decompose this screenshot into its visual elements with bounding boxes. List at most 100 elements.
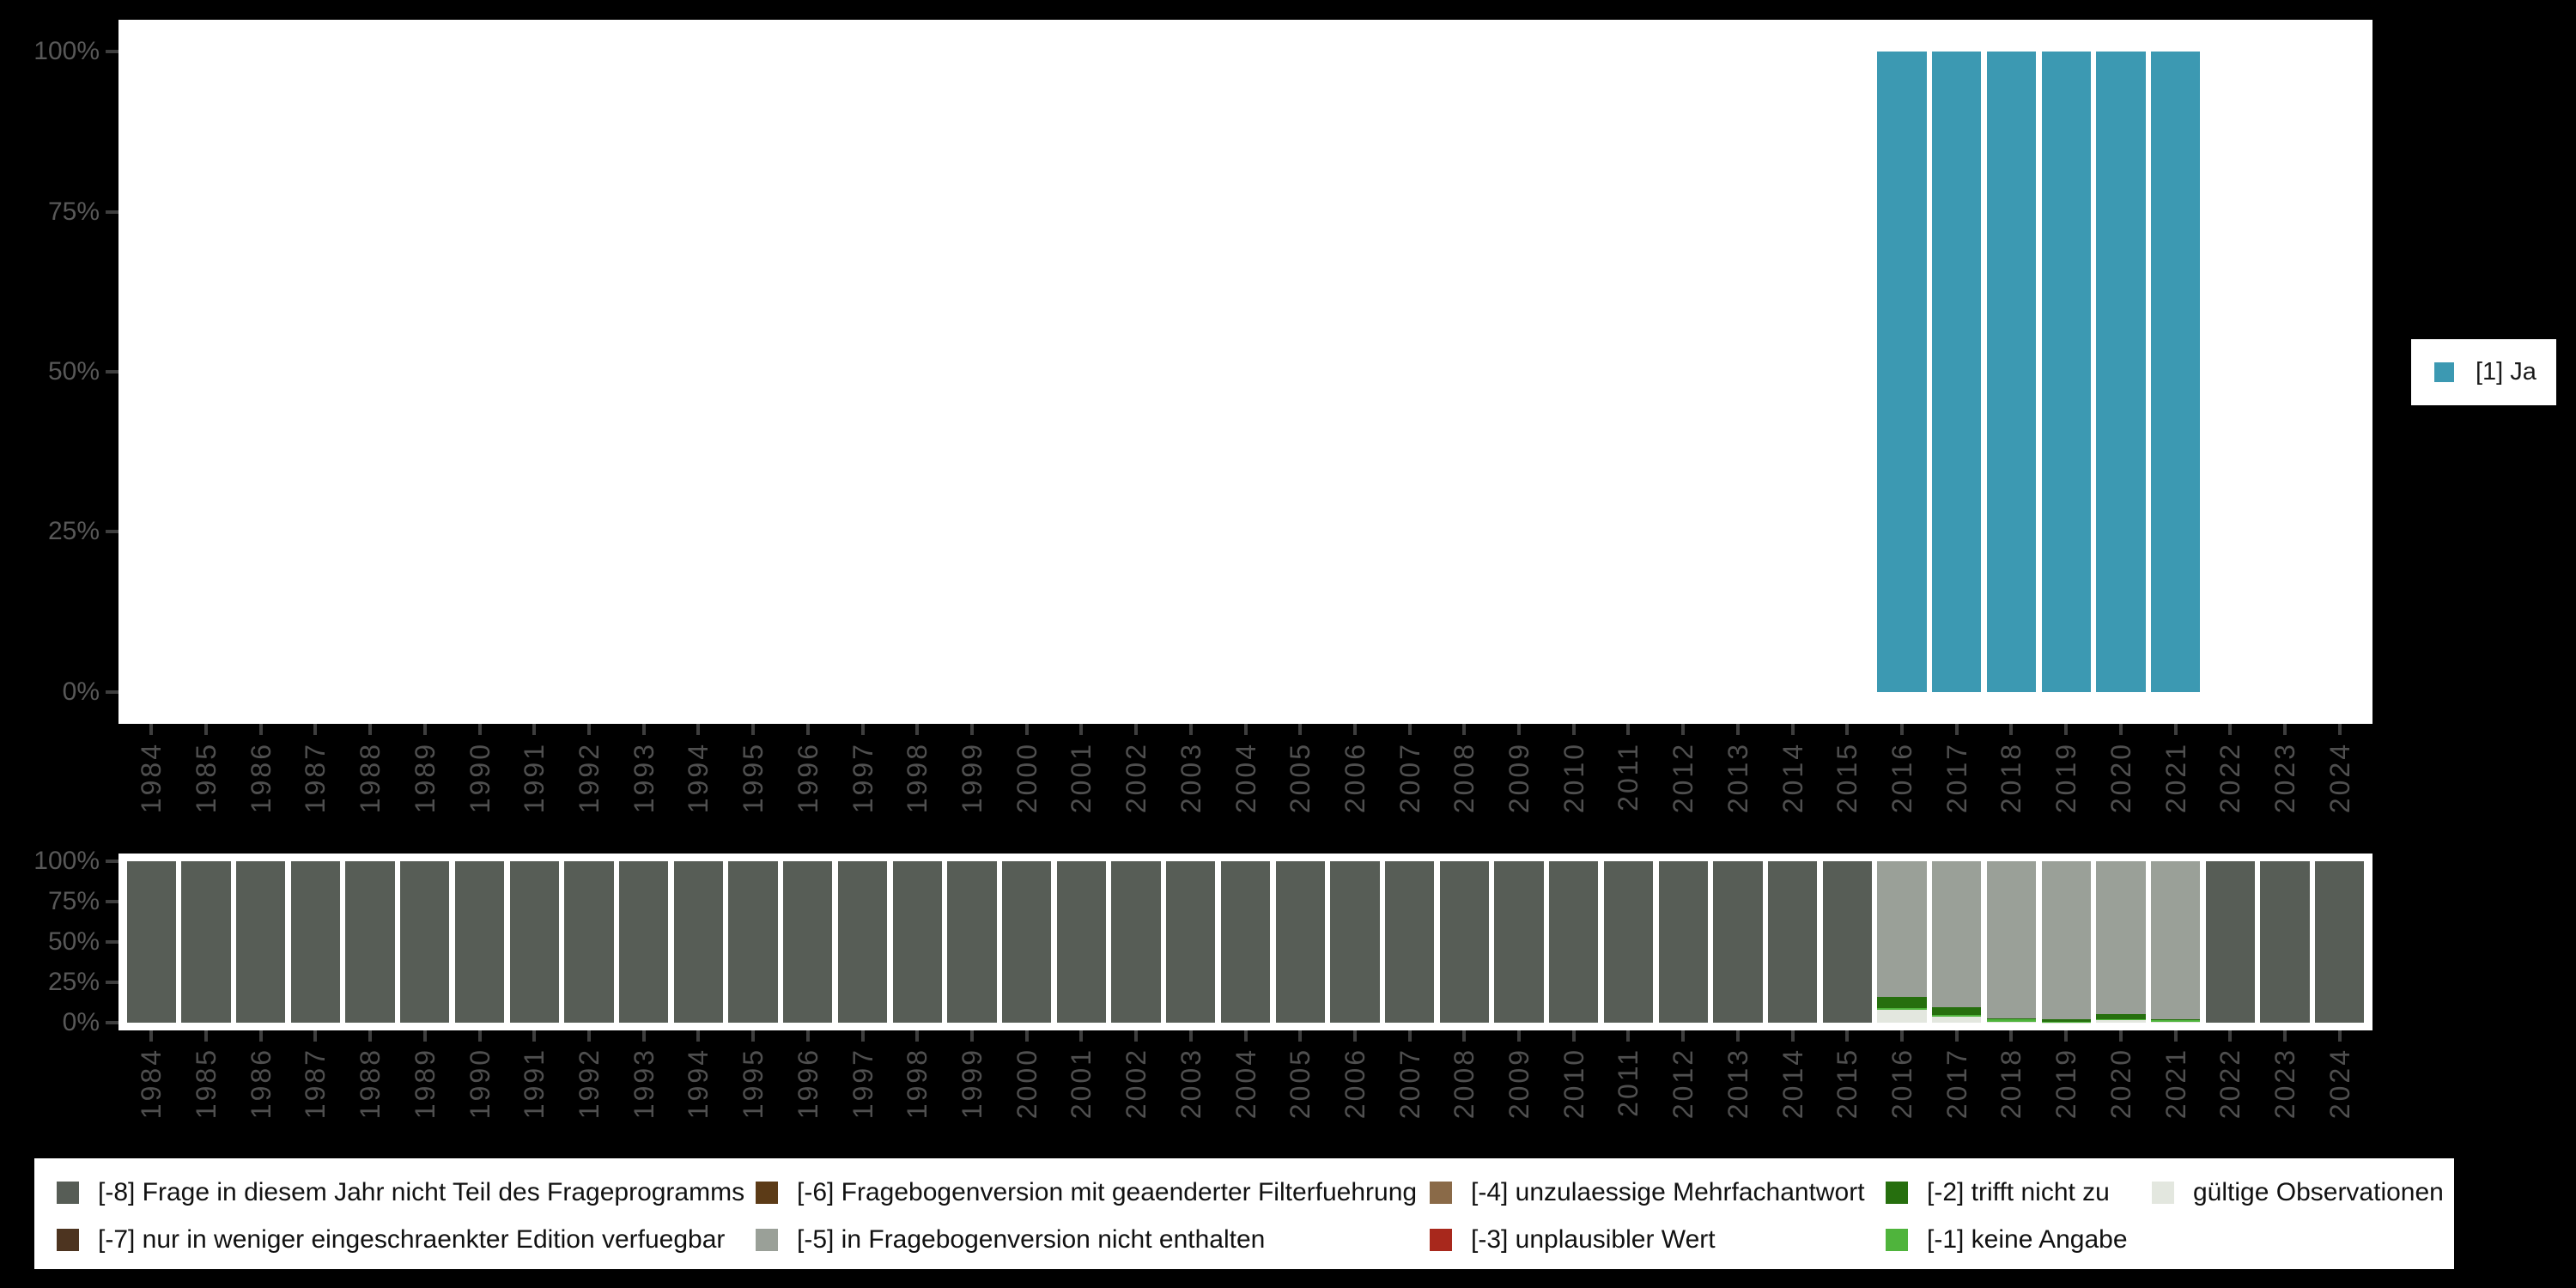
- x-tick-label: 2013: [1722, 742, 1753, 814]
- x-tick-label: 1987: [300, 1048, 331, 1120]
- legend-item-label: [-1] keine Angabe: [1927, 1225, 2128, 1254]
- y-tick: [106, 690, 118, 694]
- x-tick: [1243, 1030, 1248, 1042]
- x-tick: [1188, 724, 1193, 735]
- bar-segment: [1877, 52, 1927, 692]
- bar-segment: [454, 861, 505, 1023]
- x-tick-label: 1993: [628, 1048, 659, 1120]
- x-tick: [313, 1030, 318, 1042]
- y-tick: [106, 980, 118, 984]
- x-tick: [2118, 1030, 2123, 1042]
- x-tick-label: 2006: [1339, 1048, 1370, 1120]
- x-tick: [1024, 724, 1029, 735]
- bar-segment: [2041, 52, 2091, 692]
- x-tick: [751, 724, 756, 735]
- bar-segment: [1932, 1006, 1982, 1016]
- y-tick-label: 100%: [33, 847, 100, 876]
- x-tick: [1790, 724, 1795, 735]
- x-tick-label: 1991: [519, 742, 550, 814]
- x-tick: [1735, 1030, 1740, 1042]
- x-tick-label: 2001: [1066, 742, 1097, 814]
- bar-segment: [783, 861, 833, 1023]
- bar-segment: [728, 861, 778, 1023]
- x-tick: [2173, 1030, 2178, 1042]
- x-tick: [2118, 724, 2123, 735]
- x-tick-label: 2024: [2324, 742, 2355, 814]
- x-tick: [1681, 1030, 1686, 1042]
- x-tick-label: 2023: [2269, 742, 2301, 814]
- x-tick: [1900, 724, 1905, 735]
- bar-segment: [345, 861, 395, 1023]
- x-tick-label: 1999: [956, 1048, 987, 1120]
- x-tick-label: 1995: [738, 742, 769, 814]
- x-tick: [368, 1030, 373, 1042]
- y-tick-label: 75%: [47, 197, 100, 226]
- x-tick: [258, 1030, 263, 1042]
- x-tick: [477, 1030, 482, 1042]
- x-tick: [2228, 1030, 2233, 1042]
- x-tick-label: 2017: [1941, 742, 1972, 814]
- x-tick-label: 1986: [245, 1048, 276, 1120]
- x-tick: [1954, 724, 1959, 735]
- x-tick: [422, 1030, 427, 1042]
- bar-segment: [181, 861, 231, 1023]
- x-tick-label: 2018: [1996, 1048, 2027, 1120]
- x-tick-label: 1989: [409, 1048, 440, 1120]
- x-tick: [1681, 724, 1686, 735]
- legend-item-label: [-6] Fragebogenversion mit geaenderter F…: [797, 1178, 1418, 1206]
- bar-segment: [1603, 861, 1654, 1023]
- x-tick: [2009, 724, 2014, 735]
- x-tick-label: 2004: [1230, 742, 1261, 814]
- x-tick: [641, 1030, 646, 1042]
- x-tick-label: 1993: [628, 742, 659, 814]
- x-tick: [204, 724, 208, 735]
- bar-segment: [2041, 861, 2091, 1020]
- y-tick-label: 50%: [47, 927, 100, 956]
- x-tick: [1626, 1030, 1631, 1042]
- x-tick-label: 2000: [1011, 1048, 1042, 1120]
- bar-segment: [1932, 1015, 1982, 1018]
- x-tick: [2337, 724, 2342, 735]
- x-tick: [1188, 1030, 1193, 1042]
- x-tick-label: 1992: [573, 742, 605, 814]
- x-tick: [1571, 1030, 1576, 1042]
- x-tick-label: 2016: [1886, 742, 1918, 814]
- x-tick: [1626, 724, 1631, 735]
- bar-segment: [1986, 1018, 2037, 1020]
- x-tick-label: 1990: [464, 1048, 495, 1120]
- x-tick: [1298, 724, 1303, 735]
- bar-segment: [673, 861, 724, 1023]
- x-tick-label: 2012: [1668, 742, 1699, 814]
- bar-segment: [1986, 1021, 2037, 1024]
- x-tick-label: 1997: [847, 742, 878, 814]
- bar-segment: [2041, 1021, 2091, 1024]
- x-tick-label: 1984: [136, 742, 167, 814]
- legend-swatch: [2152, 1182, 2174, 1204]
- legend-item-label: gültige Observationen: [2193, 1178, 2444, 1206]
- y-tick: [106, 530, 118, 534]
- top-chart-legend: [1] Ja: [2411, 339, 2556, 405]
- bar-segment: [1549, 861, 1599, 1023]
- bar-segment: [1986, 1018, 2037, 1022]
- x-tick: [1517, 1030, 1522, 1042]
- legend-swatch: [1430, 1182, 1452, 1204]
- x-tick-label: 1996: [792, 742, 823, 814]
- y-tick-label: 25%: [47, 517, 100, 546]
- bar-segment: [1986, 52, 2037, 692]
- x-tick-label: 1986: [245, 742, 276, 814]
- legend-swatch: [1886, 1182, 1908, 1204]
- x-tick-label: 1997: [847, 1048, 878, 1120]
- x-tick: [1517, 724, 1522, 735]
- y-tick: [106, 860, 118, 864]
- x-tick-label: 2019: [2050, 742, 2082, 814]
- x-tick-label: 2002: [1121, 742, 1152, 814]
- x-tick: [805, 1030, 810, 1042]
- x-tick-label: 2013: [1722, 1048, 1753, 1120]
- x-tick: [532, 1030, 537, 1042]
- y-tick-label: 25%: [47, 967, 100, 996]
- x-tick: [1352, 724, 1357, 735]
- x-tick: [860, 1030, 865, 1042]
- x-tick-label: 1998: [902, 742, 933, 814]
- x-tick-label: 2007: [1394, 1048, 1425, 1120]
- x-tick: [969, 1030, 974, 1042]
